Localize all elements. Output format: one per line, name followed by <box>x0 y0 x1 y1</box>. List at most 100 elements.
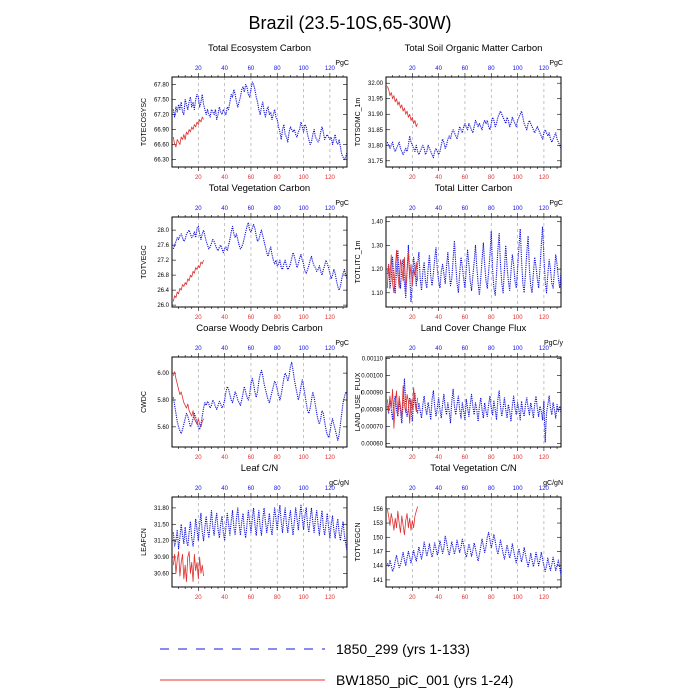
x-tick-label-bottom: 120 <box>325 595 336 601</box>
plot-frame <box>385 496 562 588</box>
y-axis-label: LAND_USE_FLUX <box>355 372 362 431</box>
x-tick-label-bottom: 60 <box>462 175 469 181</box>
series-line-bw1850 <box>172 551 204 582</box>
x-tick-label-bottom: 120 <box>325 455 336 461</box>
chart-total-vegetation-c-n: Total Vegetation C/N gC/gN TOTVEGCN 20 40 60 8… <box>355 463 563 601</box>
x-tick-label-bottom: 60 <box>462 595 469 601</box>
x-tick-label-top: 80 <box>274 206 281 212</box>
x-tick-label-top: 60 <box>462 486 469 492</box>
units-label: PgC <box>549 60 563 67</box>
y-tick-label: 6.00 <box>157 371 169 377</box>
y-tick-label: 67.50 <box>154 98 170 104</box>
y-axis-label: TOTECOSYSC <box>141 98 148 146</box>
x-tick-label-top: 60 <box>462 346 469 352</box>
series-line-1850-299 <box>386 110 562 159</box>
x-tick-label-top: 60 <box>248 206 255 212</box>
x-tick-label-top: 80 <box>488 346 495 352</box>
x-tick-label-top: 120 <box>539 486 550 492</box>
x-tick-label-top: 120 <box>325 66 336 72</box>
y-tick-label: 1.20 <box>371 267 383 273</box>
x-tick-label-bottom: 100 <box>513 175 524 181</box>
y-tick-label: 27.6 <box>157 243 169 249</box>
y-tick-label: 31.75 <box>368 159 384 165</box>
x-tick-label-top: 20 <box>409 346 416 352</box>
x-tick-label-top: 120 <box>325 346 336 352</box>
y-axis-label: TOTLITC_1m <box>355 241 362 284</box>
x-tick-label-bottom: 120 <box>539 595 550 601</box>
chart-title: Coarse Woody Debris Carbon <box>196 323 323 334</box>
x-tick-label-top: 80 <box>488 486 495 492</box>
x-tick-label-bottom: 60 <box>248 315 255 321</box>
y-tick-label: 26.8 <box>157 273 169 279</box>
chart-total-ecosystem-carbon: Total Ecosystem Carbon PgC TOTECOSYSC 20 40 6… <box>141 43 349 181</box>
y-axis-label: LEAFCN <box>141 528 148 556</box>
legend: 1850_299 (yrs 1-133) BW1850_piC_001 (yrs… <box>160 641 513 688</box>
y-tick-label: 31.50 <box>154 522 170 528</box>
chart-total-vegetation-carbon: Total Vegetation Carbon PgC TOTVEGC 20 40 60 8… <box>141 183 349 321</box>
legend-label-1850-299: 1850_299 (yrs 1-133) <box>336 641 470 657</box>
x-tick-label-bottom: 20 <box>195 315 202 321</box>
x-tick-label-bottom: 120 <box>539 315 550 321</box>
x-tick-label-top: 20 <box>195 206 202 212</box>
x-tick-label-top: 120 <box>539 346 550 352</box>
y-tick-label: 30.60 <box>154 571 170 577</box>
series-line-bw1850 <box>386 249 418 294</box>
x-tick-label-bottom: 100 <box>299 595 310 601</box>
x-tick-label-bottom: 100 <box>299 315 310 321</box>
x-tick-label-bottom: 40 <box>221 455 228 461</box>
x-tick-label-bottom: 60 <box>248 455 255 461</box>
x-tick-label-bottom: 40 <box>435 315 442 321</box>
x-tick-label-top: 40 <box>221 346 228 352</box>
y-tick-label: 5.80 <box>157 398 169 404</box>
chart-title: Total Soil Organic Matter Carbon <box>405 43 543 54</box>
x-tick-label-bottom: 60 <box>462 315 469 321</box>
y-tick-label: 31.80 <box>368 143 384 149</box>
x-tick-label-bottom: 40 <box>221 175 228 181</box>
y-tick-label: 5.60 <box>157 425 169 431</box>
y-tick-label: 1.40 <box>371 220 383 226</box>
units-label: PgC <box>549 200 563 207</box>
x-tick-label-bottom: 40 <box>221 595 228 601</box>
x-tick-label-top: 40 <box>435 486 442 492</box>
y-tick-label: 147 <box>373 549 384 555</box>
x-tick-label-top: 40 <box>221 66 228 72</box>
x-tick-label-bottom: 20 <box>409 175 416 181</box>
plot-frame <box>171 496 348 588</box>
x-tick-label-bottom: 20 <box>409 595 416 601</box>
x-tick-label-bottom: 80 <box>274 455 281 461</box>
x-tick-label-top: 20 <box>409 66 416 72</box>
y-tick-label: 32.00 <box>368 81 384 87</box>
plot-frame <box>171 76 348 168</box>
units-label: PgC <box>335 60 349 67</box>
x-tick-label-bottom: 80 <box>274 595 281 601</box>
x-tick-label-top: 40 <box>435 206 442 212</box>
x-tick-label-top: 40 <box>435 346 442 352</box>
series-line-bw1850 <box>386 86 418 128</box>
x-tick-label-top: 20 <box>195 486 202 492</box>
y-axis-label: CWDC <box>141 391 148 413</box>
y-tick-label: 66.60 <box>154 143 170 149</box>
series-line-bw1850 <box>172 116 204 148</box>
units-label: PgC/y <box>544 340 564 347</box>
x-tick-label-top: 120 <box>539 206 550 212</box>
x-tick-label-top: 120 <box>325 206 336 212</box>
y-tick-label: 31.85 <box>368 128 384 134</box>
series-line-1850-299 <box>172 504 348 552</box>
x-tick-label-bottom: 20 <box>409 315 416 321</box>
y-tick-label: 0.00070 <box>361 425 383 431</box>
x-tick-label-top: 60 <box>462 66 469 72</box>
units-label: PgC <box>335 200 349 207</box>
x-tick-label-top: 100 <box>513 486 524 492</box>
series-line-bw1850 <box>172 371 204 428</box>
x-tick-label-bottom: 80 <box>488 315 495 321</box>
x-tick-label-top: 60 <box>248 486 255 492</box>
x-tick-label-top: 120 <box>325 486 336 492</box>
y-tick-label: 153 <box>373 521 384 527</box>
chart-leaf-c-n: Leaf C/N gC/gN LEAFCN 20 40 60 80 100 120 20 40 60 8… <box>141 463 349 601</box>
plot-frame <box>385 356 562 448</box>
x-tick-label-bottom: 120 <box>325 315 336 321</box>
chart-total-litter-carbon: Total Litter Carbon PgC TOTLITC_1m 20 40 60 80… <box>355 183 563 321</box>
series-line-bw1850 <box>172 259 204 302</box>
chart-panels: Total Ecosystem Carbon PgC TOTECOSYSC 20 40 6… <box>141 43 563 601</box>
chart-land-cover-change-flux: Land Cover Change Flux PgC/y LAND_USE_FLUX… <box>355 323 563 461</box>
